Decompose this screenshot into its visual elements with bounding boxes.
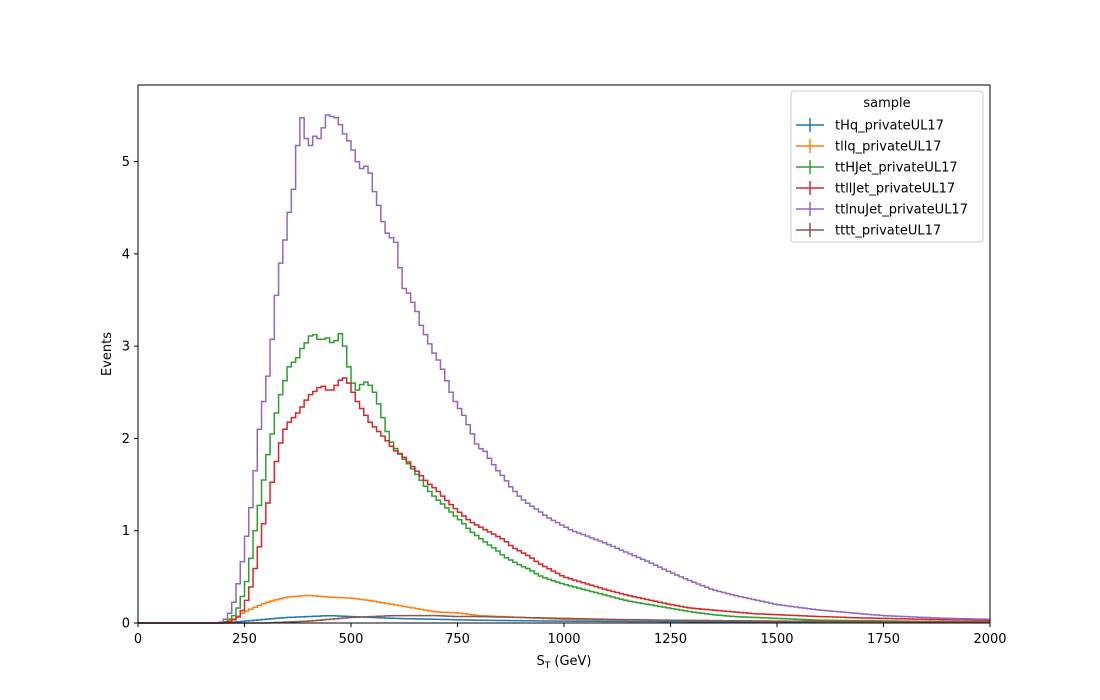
legend-label: tllq_privateUL17 bbox=[835, 140, 941, 155]
x-tick-label: 1750 bbox=[867, 632, 900, 647]
x-tick-label: 500 bbox=[339, 632, 364, 647]
series-line-0 bbox=[138, 614, 990, 624]
plot-area bbox=[138, 114, 990, 624]
x-tick-label: 2000 bbox=[973, 632, 1006, 647]
y-axis: 0 1 2 3 4 5 bbox=[122, 155, 138, 632]
x-tick-label: 750 bbox=[445, 632, 470, 647]
y-tick-label: 5 bbox=[122, 155, 130, 170]
legend-entry: ttHJet_privateUL17 bbox=[796, 160, 958, 176]
legend-entry: ttlnuJet_privateUL17 bbox=[796, 202, 968, 218]
legend-entry: tHq_privateUL17 bbox=[796, 118, 944, 134]
x-axis-label-main: S bbox=[536, 654, 544, 669]
legend-label: tHq_privateUL17 bbox=[835, 119, 944, 134]
x-axis-label-unit: (GeV) bbox=[550, 654, 591, 669]
legend-title: sample bbox=[863, 96, 910, 111]
y-tick-label: 2 bbox=[122, 432, 130, 447]
y-axis-label: Events bbox=[100, 332, 115, 376]
legend-label: ttHJet_privateUL17 bbox=[835, 161, 958, 176]
legend-label: ttllJet_privateUL17 bbox=[835, 182, 955, 197]
x-tick-label: 250 bbox=[232, 632, 257, 647]
legend-label: tttt_privateUL17 bbox=[835, 224, 941, 239]
x-tick-label: 0 bbox=[134, 632, 142, 647]
legend-frame bbox=[790, 90, 984, 243]
series-line-3 bbox=[138, 377, 990, 624]
x-tick-label: 1500 bbox=[760, 632, 793, 647]
legend-entry: tttt_privateUL17 bbox=[796, 223, 941, 239]
y-tick-label: 1 bbox=[122, 524, 130, 539]
series-line-5 bbox=[138, 614, 990, 624]
y-tick-label: 3 bbox=[122, 340, 130, 355]
y-tick-label: 0 bbox=[122, 617, 130, 632]
legend-label: ttlnuJet_privateUL17 bbox=[835, 203, 968, 218]
legend: sample tHq_privateUL17 tllq_privateUL17tt… bbox=[790, 90, 984, 243]
x-axis-label: ST (GeV) bbox=[536, 654, 591, 671]
legend-items: tHq_privateUL17 tllq_privateUL17 ttHJet_pr… bbox=[796, 118, 968, 239]
series-line-2 bbox=[138, 332, 990, 624]
x-axis-label-subscript: T bbox=[544, 661, 551, 671]
x-axis: 0 250 500 750 1000 1250 1500 1750 2000 bbox=[134, 623, 1007, 647]
y-tick-label: 4 bbox=[122, 247, 130, 262]
legend-entry: ttllJet_privateUL17 bbox=[796, 181, 955, 197]
x-tick-label: 1250 bbox=[654, 632, 687, 647]
series-line-4 bbox=[138, 114, 990, 624]
legend-entry: tllq_privateUL17 bbox=[796, 139, 941, 155]
x-tick-label: 1000 bbox=[547, 632, 580, 647]
